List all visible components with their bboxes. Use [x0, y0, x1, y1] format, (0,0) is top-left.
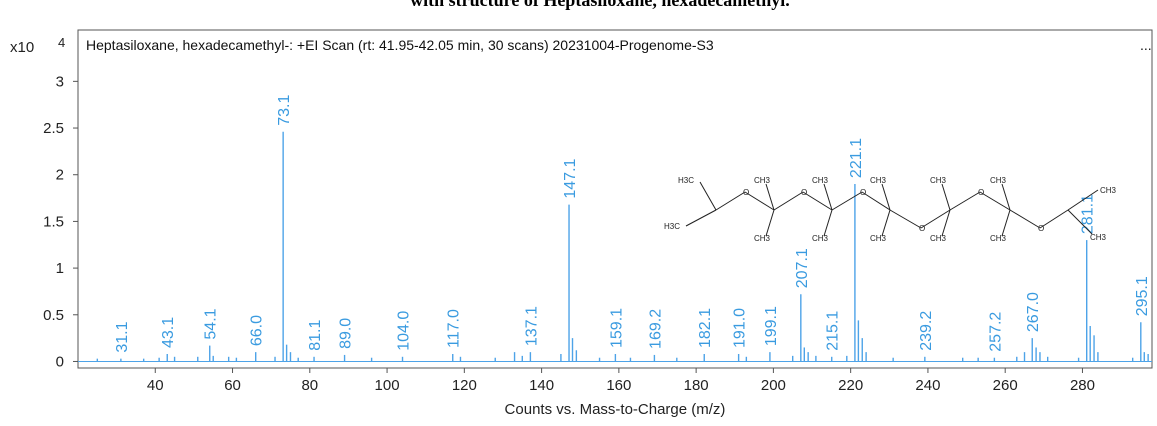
atom-label: H3C	[678, 176, 694, 185]
peak-label: 147.1	[562, 158, 579, 198]
peak-label: 169.2	[647, 309, 664, 349]
atom-label: O	[919, 224, 925, 233]
bond	[831, 191, 863, 211]
atom-label: CH3	[870, 234, 887, 243]
atom-label: O	[1038, 224, 1044, 233]
x-tick-label: 80	[301, 377, 318, 394]
atom-label: O	[978, 188, 984, 197]
bond	[1067, 189, 1099, 211]
peak-label: 199.1	[763, 306, 780, 346]
bond	[715, 191, 746, 211]
peak-label: 295.1	[1134, 276, 1151, 316]
atom-label: CH3	[990, 234, 1007, 243]
y-multiplier: x10	[10, 39, 34, 56]
peak-label: 137.1	[523, 306, 540, 346]
peak-label: 191.0	[732, 308, 749, 348]
bond	[941, 183, 951, 211]
atom-label: CH3	[812, 176, 829, 185]
bond	[823, 183, 833, 211]
x-tick-label: 200	[761, 377, 786, 394]
atom-label: CH3	[990, 176, 1007, 185]
atom-label: CH3	[1090, 233, 1107, 242]
x-tick-label: 160	[606, 377, 631, 394]
bond	[881, 209, 891, 237]
x-tick-label: 280	[1070, 377, 1095, 394]
bond	[823, 209, 833, 237]
bond	[773, 191, 804, 211]
y-tick-label: 2	[56, 167, 64, 184]
peak-label: 81.1	[307, 320, 324, 351]
x-tick-label: 40	[147, 377, 164, 394]
y-tick-label: 0.5	[43, 307, 64, 324]
title-more: ...	[1140, 37, 1152, 53]
chart-title: Heptasiloxane, hexadecamethyl-: +EI Scan…	[86, 37, 714, 53]
atom-label: O	[743, 188, 749, 197]
bond	[889, 209, 922, 229]
y-exponent: 4	[58, 35, 65, 50]
y-tick-label: 3	[56, 73, 64, 90]
x-tick-label: 60	[224, 377, 241, 394]
bond	[1001, 183, 1011, 211]
bond	[941, 209, 951, 237]
x-tick-label: 220	[838, 377, 863, 394]
x-tick-label: 120	[452, 377, 477, 394]
peak-label: 117.0	[446, 309, 463, 348]
bond	[1001, 209, 1011, 237]
peak-label: 207.1	[794, 248, 811, 288]
bond	[881, 183, 891, 211]
atom-label: CH3	[1100, 186, 1117, 195]
peak-label: 43.1	[160, 317, 177, 348]
atom-label: CH3	[930, 234, 947, 243]
y-tick-label: 1.5	[43, 213, 64, 230]
atom-label: CH3	[870, 176, 887, 185]
bond	[979, 191, 1011, 211]
bond	[1067, 209, 1093, 235]
plot-frame	[77, 29, 1153, 369]
atom-label: CH3	[754, 176, 771, 185]
peak-label: 182.1	[697, 308, 714, 348]
peak-label: 221.1	[848, 138, 865, 178]
bond	[744, 191, 775, 211]
y-tick-label: 0	[56, 353, 64, 370]
x-tick-label: 260	[993, 377, 1018, 394]
bond	[699, 181, 717, 211]
bond	[1009, 209, 1041, 229]
peak-label: 54.1	[203, 308, 220, 339]
atom-label: CH3	[754, 234, 771, 243]
x-tick-label: 180	[684, 377, 709, 394]
peak-label: 104.0	[396, 311, 413, 351]
y-tick-label: 1	[56, 260, 64, 277]
peak-label: 89.0	[338, 318, 355, 349]
x-tick-label: 140	[529, 377, 554, 394]
atom-label: CH3	[812, 234, 829, 243]
peak-label: 73.1	[276, 95, 293, 126]
atom-label: O	[860, 188, 866, 197]
bond	[861, 191, 891, 211]
bond	[802, 191, 833, 211]
x-tick-label: 100	[375, 377, 400, 394]
bond	[765, 183, 775, 211]
peak-label: 159.1	[608, 308, 625, 348]
header: with structure of Heptasiloxane, hexadec…	[410, 0, 790, 10]
bond	[685, 209, 717, 227]
atom-label: H3C	[664, 222, 680, 231]
y-tick-label: 2.5	[43, 120, 64, 137]
bond	[920, 209, 951, 229]
x-tick-label: 240	[915, 377, 940, 394]
x-axis-label: Counts vs. Mass-to-Charge (m/z)	[505, 401, 726, 418]
peak-label: 31.1	[114, 321, 131, 352]
atom-label: CH3	[930, 176, 947, 185]
peak-label: 66.0	[249, 315, 266, 346]
peak-label: 239.2	[918, 311, 935, 351]
bond	[1039, 209, 1069, 229]
peak-label: 257.2	[987, 312, 1004, 352]
bond	[949, 191, 981, 211]
bond	[765, 209, 775, 237]
atom-label: O	[801, 188, 807, 197]
peak-label: 281.1	[1080, 194, 1097, 234]
peak-label: 215.1	[825, 311, 842, 351]
peak-label: 267.0	[1025, 292, 1042, 332]
